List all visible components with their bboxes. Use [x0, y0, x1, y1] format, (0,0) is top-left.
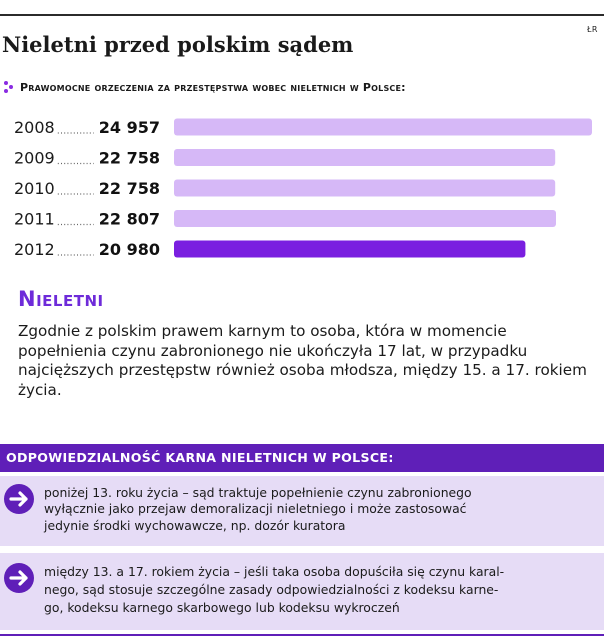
source-tag: ŁR — [586, 25, 598, 34]
definition-body: Zgodnie z polskim prawem karnym to osoba… — [18, 322, 587, 399]
liability-item-text: poniżej 13. roku życia – sąd traktuje po… — [44, 485, 472, 533]
tick-label: 2009 — [14, 149, 55, 168]
definition-heading: Nieletni — [18, 287, 104, 311]
bar-chart: 2008 24 957 2009 22 758 2010 22 758 2011 22 807… — [14, 118, 592, 259]
bottom-rule — [0, 634, 604, 636]
tick-label: 2008 — [14, 118, 55, 137]
bar — [174, 118, 592, 136]
data-label: 24 957 — [99, 118, 160, 137]
tick-label: 2012 — [14, 240, 55, 259]
arrow-right-icon — [4, 484, 34, 514]
data-label: 22 807 — [99, 210, 160, 229]
bar — [174, 179, 556, 197]
liability-banner: ODPOWIEDZIALNOŚĆ KARNA NIELETNICH W POLS… — [0, 444, 604, 472]
tick-label: 2011 — [14, 210, 55, 229]
liability-item-text: między 13. a 17. rokiem życia – jeśli ta… — [44, 564, 505, 615]
liability-item: poniżej 13. roku życia – sąd traktuje po… — [0, 476, 604, 546]
dots-icon — [4, 80, 14, 94]
chart-title: Prawomocne orzeczenia za przestępstwa wo… — [20, 80, 406, 94]
page-title: Nieletni przed polskim sądem — [2, 32, 354, 57]
arrow-right-icon — [4, 563, 34, 593]
bar — [174, 149, 556, 166]
data-label: 20 980 — [99, 240, 160, 259]
tick-label: 2010 — [14, 179, 55, 198]
liability-item: między 13. a 17. rokiem życia – jeśli ta… — [0, 553, 604, 630]
top-rule — [0, 14, 604, 16]
bar — [174, 240, 526, 258]
bar — [174, 210, 556, 227]
data-label: 22 758 — [99, 149, 160, 168]
chart-subhead-row: Prawomocne orzeczenia za przestępstwa wo… — [4, 79, 406, 95]
data-label: 22 758 — [99, 179, 160, 198]
